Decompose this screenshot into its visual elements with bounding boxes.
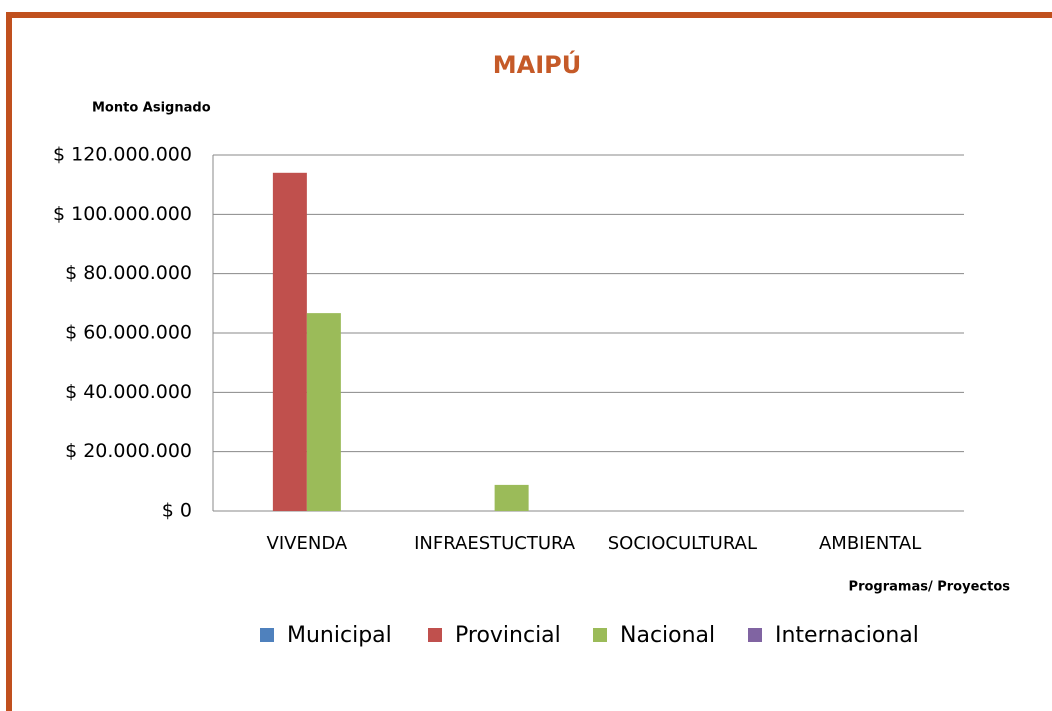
x-tick-label: INFRAESTUCTURA [414,533,576,554]
x-tick-label: AMBIENTAL [819,533,921,554]
legend-label: Nacional [620,623,715,648]
x-tick-label: VIVENDA [267,533,348,554]
legend-label: Municipal [287,623,392,648]
legend-swatch [428,628,442,642]
bar [494,484,529,511]
y-tick-label: $ 80.000.000 [65,262,192,284]
legend-label: Provincial [455,623,561,648]
legend-swatch [260,628,274,642]
legend-label: Internacional [775,623,919,648]
frame-left [6,12,12,711]
y-tick-label: $ 20.000.000 [65,440,192,462]
y-tick-label: $ 0 [162,500,192,522]
y-tick-label: $ 120.000.000 [53,144,192,166]
y-tick-label: $ 60.000.000 [65,322,192,344]
legend-swatch [593,628,607,642]
x-tick-label: SOCIOCULTURAL [608,533,757,554]
chart-title: MAIPÚ [493,49,581,79]
x-axis-label: Programas/ Proyectos [849,580,1011,595]
y-axis-label: Monto Asignado [92,101,211,116]
bar [306,313,341,511]
legend-swatch [748,628,762,642]
y-tick-label: $ 100.000.000 [53,203,192,225]
frame-top [6,12,1052,18]
y-tick-label: $ 40.000.000 [65,381,192,403]
bar [272,172,307,512]
